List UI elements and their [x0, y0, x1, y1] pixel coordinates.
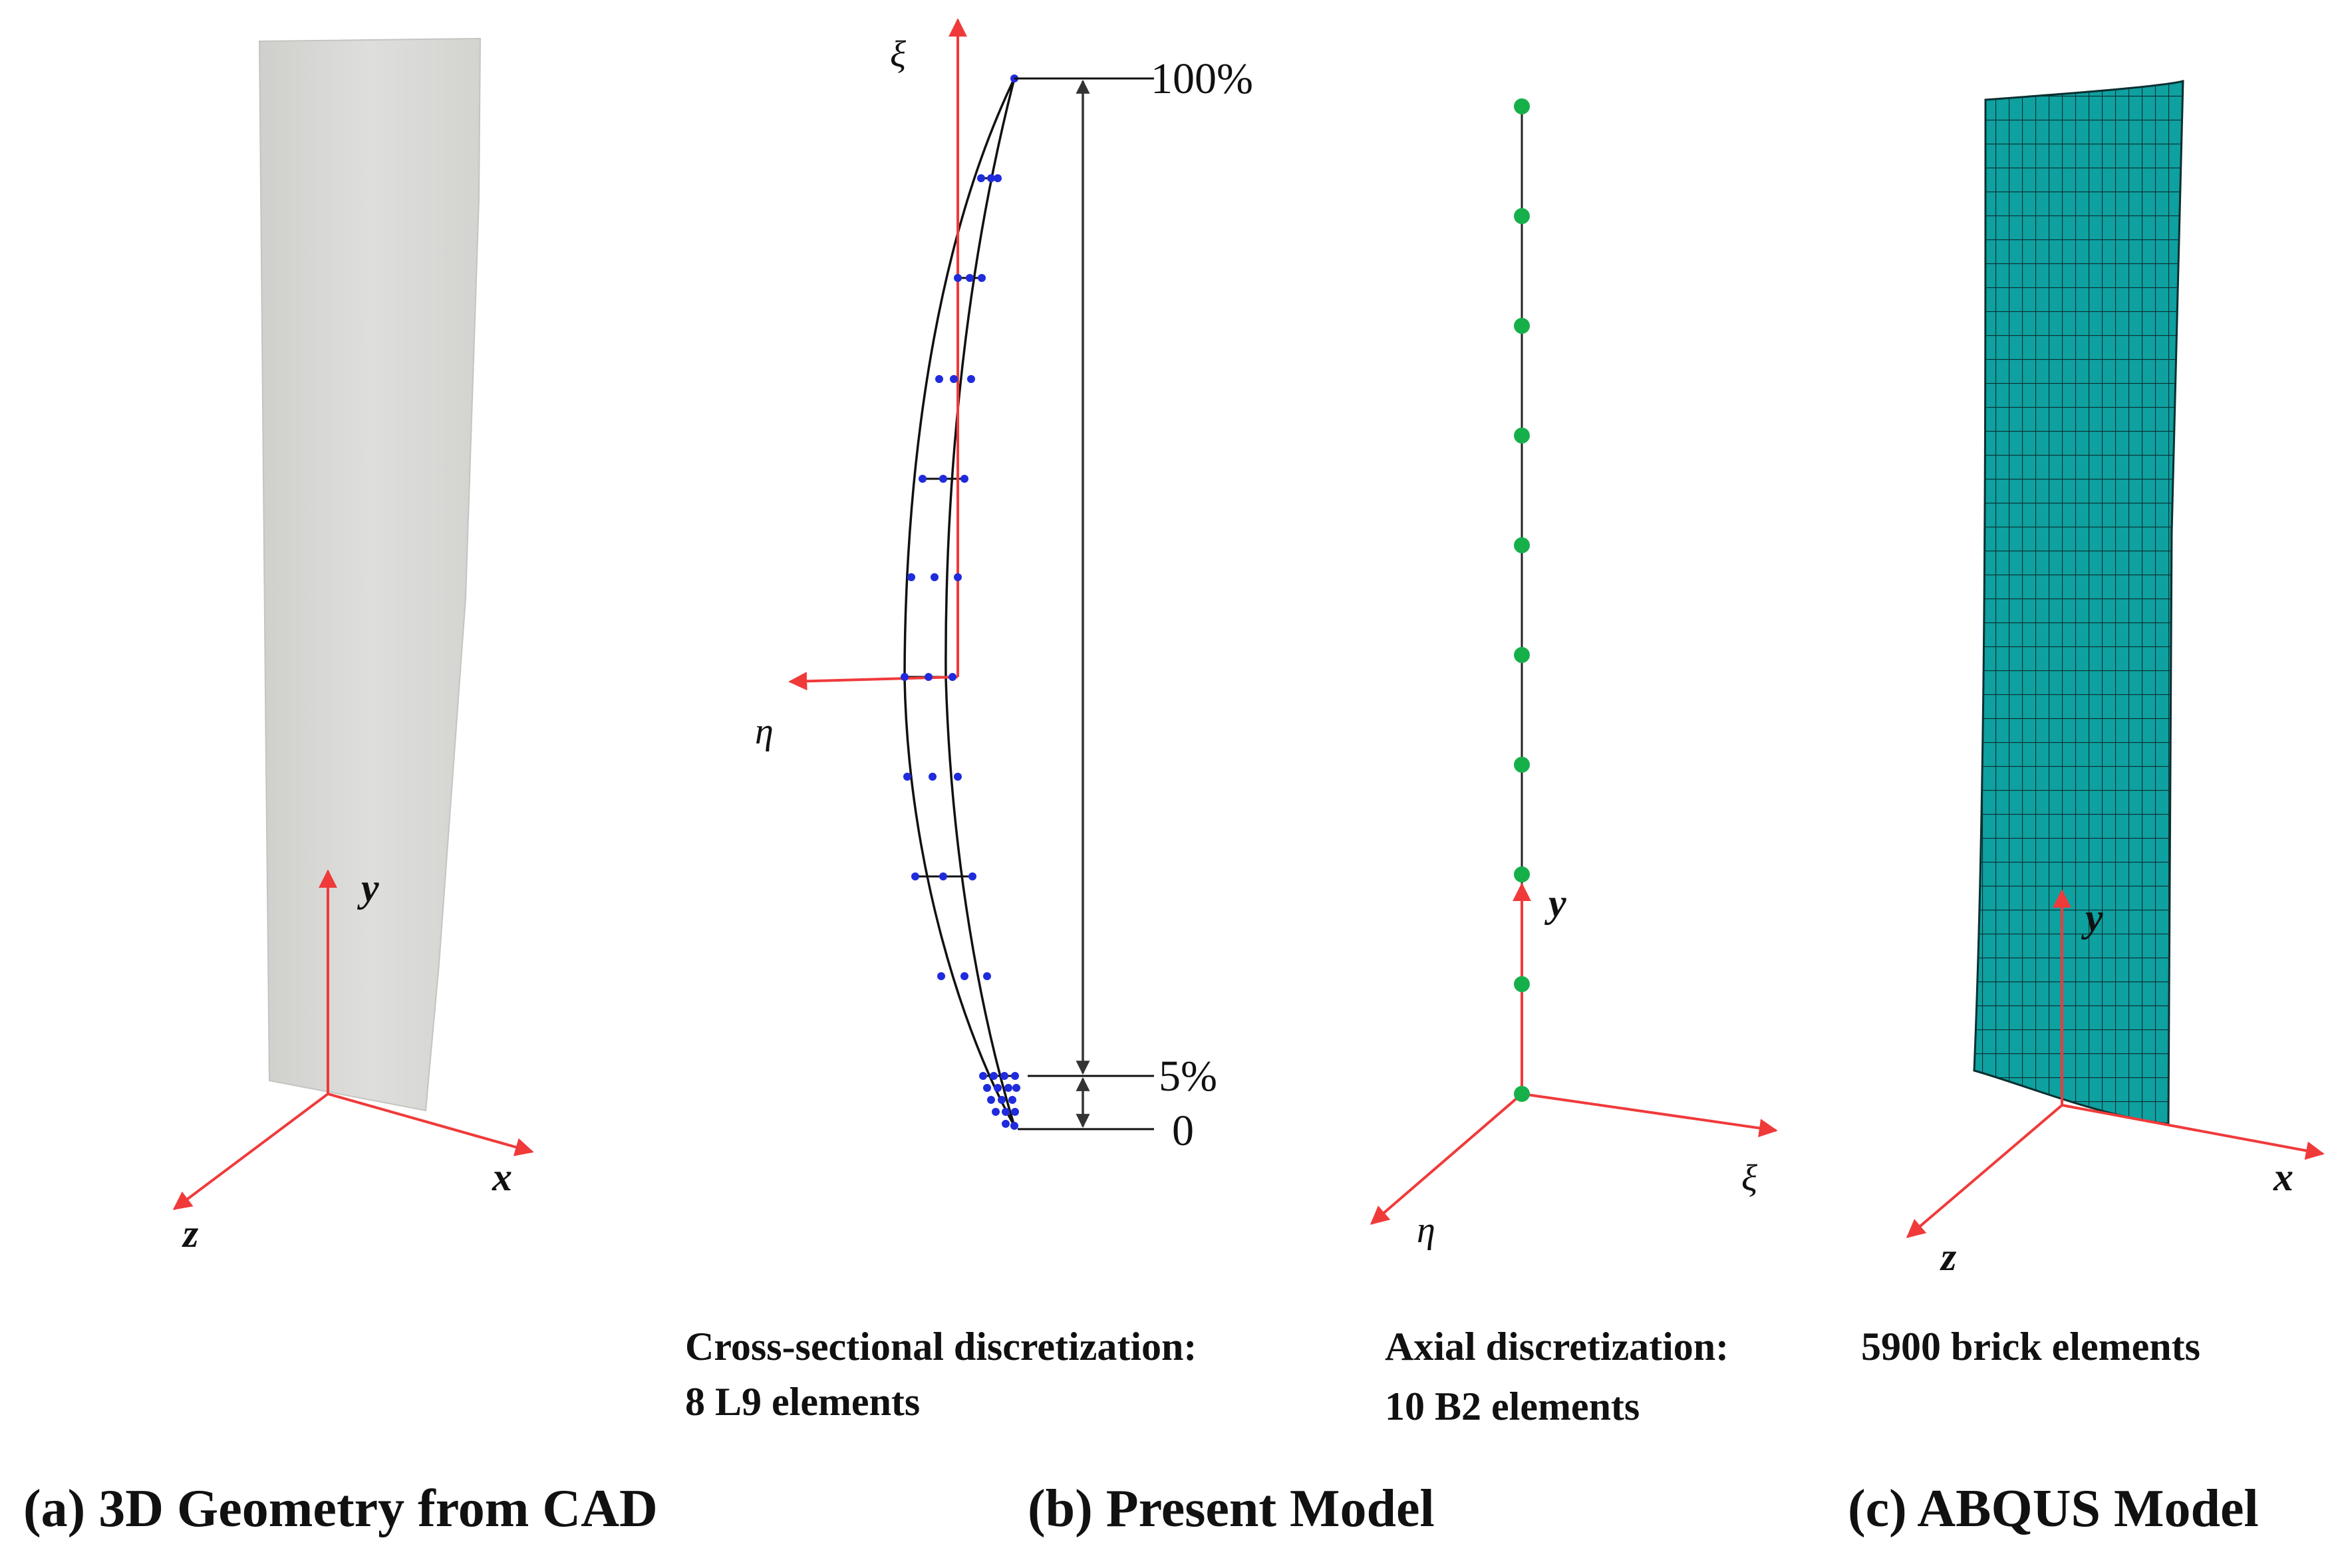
- node: [1010, 1122, 1018, 1130]
- node: [987, 1096, 995, 1104]
- axial-label-line2: 10 B2 elements: [1385, 1384, 1640, 1428]
- node: [1008, 1096, 1016, 1104]
- node: [1002, 1108, 1010, 1116]
- node: [992, 1108, 1000, 1116]
- panel-b-axial: y ξ η Axial discretization: 10 B2 elemen…: [1370, 98, 1778, 1428]
- axis-label-c-x: x: [2273, 1155, 2293, 1199]
- node: [1514, 98, 1530, 114]
- node: [939, 475, 947, 483]
- axis-label-a-x: x: [492, 1155, 512, 1199]
- axis-label-axial-y: y: [1544, 881, 1566, 925]
- cross-section-label-line1: Cross-sectional discretization:: [685, 1325, 1197, 1369]
- node: [1004, 1084, 1012, 1092]
- node: [907, 573, 915, 581]
- node: [954, 274, 962, 282]
- node: [1012, 1084, 1020, 1092]
- node: [990, 1072, 998, 1080]
- node: [954, 773, 962, 781]
- node: [978, 274, 986, 282]
- node: [1011, 1108, 1019, 1116]
- axis-label-b-eta: η: [755, 711, 774, 752]
- node: [1514, 976, 1530, 992]
- axis-label-a-z: z: [182, 1212, 199, 1255]
- caption-c: (c) ABQUS Model: [1848, 1480, 2259, 1538]
- node: [983, 1084, 991, 1092]
- dim-label-5: 5%: [1159, 1052, 1217, 1101]
- node: [1514, 537, 1530, 553]
- node: [925, 673, 933, 681]
- node: [1514, 318, 1530, 334]
- node: [968, 872, 976, 880]
- dim-label-0: 0: [1172, 1107, 1194, 1155]
- node: [998, 1096, 1006, 1104]
- node: [1514, 428, 1530, 444]
- cross-section-label-line2: 8 L9 elements: [685, 1380, 920, 1424]
- cad-blade: [258, 37, 482, 1112]
- node: [950, 375, 958, 383]
- axes-c: [1906, 889, 2325, 1238]
- panel-b-cross-section: ξ η: [685, 18, 1253, 1424]
- node: [1514, 1086, 1530, 1102]
- node: [1000, 1072, 1008, 1080]
- axis-c-z: [1906, 1104, 2063, 1238]
- axial-nodes: [1514, 98, 1530, 1102]
- node: [987, 174, 995, 182]
- cross-section-nodes: [901, 74, 1020, 1130]
- node: [903, 773, 911, 781]
- airfoil-outline: [903, 78, 1016, 1126]
- brick-elements-label: 5900 brick elements: [1861, 1325, 2200, 1369]
- node: [960, 475, 968, 483]
- node: [994, 174, 1002, 182]
- axis-label-axial-eta: η: [1417, 1210, 1435, 1251]
- node: [966, 274, 974, 282]
- axis-c-x: [2061, 1104, 2325, 1160]
- section-lines: [905, 177, 1016, 1077]
- axis-label-b-xi: ξ: [890, 34, 906, 75]
- node: [977, 174, 985, 182]
- node: [967, 375, 975, 383]
- axis-axial-eta: [1370, 1093, 1523, 1225]
- panel-a: y x z: [172, 37, 534, 1255]
- node: [1514, 866, 1530, 882]
- axis-label-a-y: y: [357, 866, 379, 910]
- axis-axial-xi: [1521, 1093, 1778, 1138]
- node: [935, 375, 943, 383]
- node: [1514, 208, 1530, 224]
- dim-label-100: 100%: [1151, 55, 1253, 103]
- node: [1514, 647, 1530, 663]
- mesh-outline: [1973, 80, 2184, 1125]
- node: [960, 972, 968, 980]
- node: [931, 573, 939, 581]
- node: [1011, 1072, 1019, 1080]
- axis-a-x: [327, 1093, 534, 1156]
- node: [919, 475, 927, 483]
- axis-label-axial-xi: ξ: [1741, 1158, 1757, 1199]
- node: [911, 872, 919, 880]
- node: [954, 573, 962, 581]
- axis-b-eta: [788, 672, 958, 691]
- axis-label-c-z: z: [1940, 1235, 1957, 1279]
- axis-a-z: [172, 1093, 329, 1210]
- dimension-markers: [1014, 77, 1154, 1130]
- node: [937, 972, 945, 980]
- node: [1002, 1120, 1010, 1128]
- node: [979, 1072, 987, 1080]
- panel-c: y x z 5900 brick elements: [1861, 80, 2325, 1369]
- caption-b: (b) Present Model: [1028, 1480, 1435, 1538]
- axial-label-line1: Axial discretization:: [1385, 1325, 1729, 1369]
- caption-a: (a) 3D Geometry from CAD: [23, 1480, 658, 1538]
- axis-label-c-y: y: [2081, 896, 2103, 940]
- node: [949, 673, 956, 681]
- abaqus-mesh: [1973, 80, 2184, 1125]
- node: [983, 972, 991, 980]
- mesh-fill: [1974, 81, 2183, 1124]
- node: [1514, 757, 1530, 773]
- axes-a: [172, 869, 534, 1210]
- node: [901, 673, 909, 681]
- node: [929, 773, 937, 781]
- node: [994, 1084, 1002, 1092]
- node: [939, 872, 947, 880]
